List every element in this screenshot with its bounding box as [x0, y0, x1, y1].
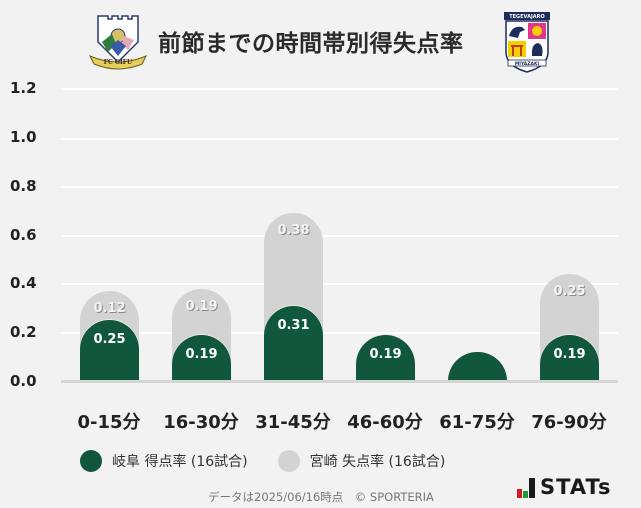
y-tick-label: 0.8 — [10, 177, 37, 195]
svg-text:TEGEVAJARO: TEGEVAJARO — [509, 14, 545, 20]
stats-brand-text: STATs — [540, 475, 612, 499]
y-tick-label: 1.0 — [10, 128, 37, 146]
legend-label: 岐阜 得点率 (16試合) — [112, 454, 248, 470]
legend-label: 宮崎 失点率 (16試合) — [309, 454, 446, 470]
bar-value-label: 0.19 — [369, 346, 402, 362]
bar-gifu-scoring[interactable] — [172, 334, 231, 381]
gridline — [61, 186, 618, 188]
data-source-note: データは2025/06/16時点 © SPORTERIA — [208, 490, 434, 504]
bar-value-label: 0.38 — [277, 223, 310, 239]
gridline — [61, 138, 618, 140]
bar-value-label: 0.19 — [185, 298, 218, 314]
x-tick-label: 31-45分 — [255, 412, 331, 433]
gridline — [61, 332, 618, 334]
stats-brand-logo: STATs — [517, 476, 611, 498]
chart-plot-area: 1.2 1.0 0.8 0.6 0.4 0.2 0.0 0.12 0.25 0.19… — [10, 79, 618, 433]
legend-item-miyazaki-conceding[interactable]: 宮崎 失点率 (16試合) — [277, 450, 446, 472]
y-tick-label: 0.4 — [10, 274, 37, 292]
miyazaki-logo-icon: TEGEVAJARO MIYAZAKI — [504, 12, 550, 73]
x-axis-baseline — [61, 380, 618, 383]
gridline — [61, 235, 618, 237]
chart-header: FC GIFU 前節までの時間帯別得失点率 TEGEVAJARO MIYAZAK… — [0, 0, 641, 80]
bar-value-label: 0.19 — [185, 346, 218, 362]
chart-legend: 岐阜 得点率 (16試合) 宮崎 失点率 (16試合) — [80, 448, 475, 474]
bar-value-label: 0.31 — [277, 317, 310, 333]
stats-bars-icon — [517, 478, 536, 498]
bar-gifu-scoring[interactable] — [540, 334, 599, 381]
gridline — [61, 283, 618, 285]
legend-swatch-green-icon — [80, 450, 102, 472]
x-tick-label: 0-15分 — [77, 412, 141, 433]
chart-title: 前節までの時間帯別得失点率 — [158, 31, 464, 57]
svg-text:MIYAZAKI: MIYAZAKI — [515, 61, 540, 67]
bar-gifu-scoring[interactable] — [356, 334, 415, 381]
x-tick-label: 61-75分 — [439, 412, 515, 433]
y-tick-label: 1.2 — [10, 79, 37, 97]
gridline — [61, 88, 618, 90]
y-tick-label: 0.6 — [10, 226, 37, 244]
y-tick-label: 0.2 — [10, 323, 37, 341]
bar-value-label: 0.25 — [93, 332, 126, 348]
bar-gifu-scoring[interactable] — [80, 320, 139, 381]
bar-gifu-scoring[interactable] — [264, 305, 323, 381]
x-tick-label: 16-30分 — [163, 412, 239, 433]
y-tick-label: 0.0 — [10, 372, 37, 390]
x-tick-label: 46-60分 — [347, 412, 423, 433]
bar-gifu-scoring-zero-cap[interactable] — [448, 352, 507, 381]
bar-value-label: 0.12 — [93, 300, 126, 316]
legend-swatch-gray-icon — [277, 450, 300, 472]
legend-item-gifu-scoring[interactable]: 岐阜 得点率 (16試合) — [80, 450, 248, 472]
fc-gifu-logo-icon: FC GIFU — [88, 15, 148, 70]
bar-value-label: 0.25 — [553, 283, 586, 299]
bar-value-label: 0.19 — [553, 346, 586, 362]
svg-text:FC GIFU: FC GIFU — [104, 59, 133, 66]
x-tick-label: 76-90分 — [531, 412, 607, 433]
